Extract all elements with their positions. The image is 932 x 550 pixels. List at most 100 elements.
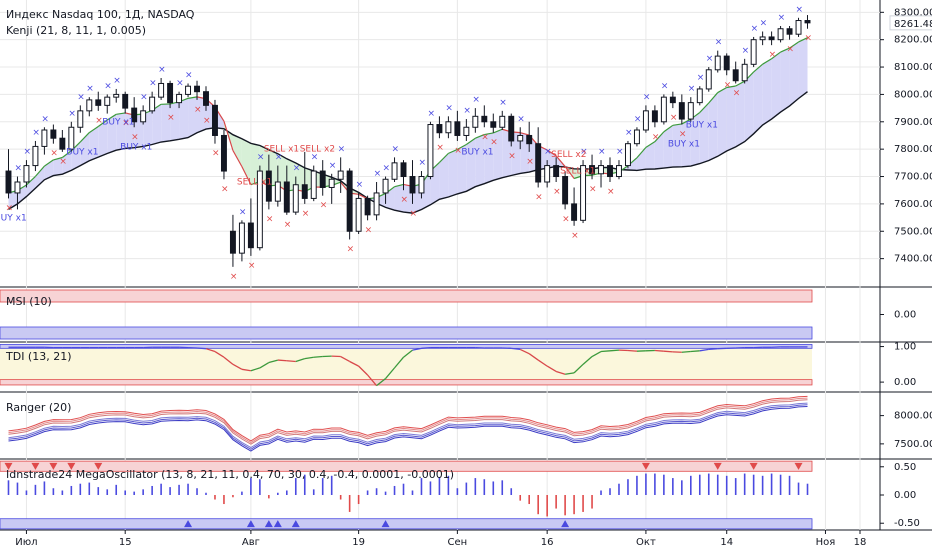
chart-title: Индекс Nasdaq 100, 1Д, NASDAQ (6, 8, 195, 21)
price-tick-label: 8200.00 (894, 35, 932, 46)
buy-cross-marker: × (104, 81, 112, 91)
candle-body (256, 170, 263, 249)
candle-body (436, 124, 443, 134)
candle-body (140, 110, 147, 123)
candle-body (95, 99, 102, 106)
tdi-line-segment (528, 353, 539, 361)
buy-triangle-signal (381, 520, 390, 528)
tdi-line-segment (663, 350, 673, 353)
sell-cross-marker: × (481, 132, 489, 142)
osc-oversold-band (0, 518, 813, 530)
candle-body (122, 93, 129, 109)
buy-cross-marker: × (688, 84, 696, 94)
price-tick-label: 7400.00 (894, 254, 932, 265)
tdi-tick-label: 1.00 (894, 342, 916, 353)
ma-cloud-segment (232, 134, 242, 167)
tdi-lower-band (0, 379, 813, 386)
buy-cross-marker: × (86, 84, 94, 94)
candle-body (499, 115, 506, 128)
sell-signal-label: SELL x1 (560, 166, 595, 176)
candle-body (418, 176, 425, 194)
candle-body (77, 110, 84, 128)
candle-body (642, 110, 649, 131)
tdi-line-segment (654, 349, 664, 352)
fast-ma-segment (708, 92, 719, 104)
tdi-line-segment (591, 350, 602, 358)
sell-cross-marker: × (50, 149, 58, 159)
msi-label[interactable]: MSI (10) (6, 295, 52, 308)
buy-cross-marker: × (463, 106, 471, 116)
buy-cross-marker: × (661, 81, 669, 91)
candle-body (337, 170, 344, 180)
fast-ma-segment (753, 63, 764, 73)
tdi-line-segment (205, 348, 216, 353)
candle-body (14, 181, 21, 194)
price-pane[interactable]: ××××××××××××××××××××××××××××××××××××××××… (0, 5, 812, 282)
sell-cross-marker: × (508, 151, 516, 161)
buy-cross-marker: × (517, 114, 525, 124)
kenji-indicator-label[interactable]: Kenji (21, 8, 11, 1, 0.005) (6, 24, 146, 37)
ranger-pane[interactable] (8, 395, 808, 452)
candle-body (382, 178, 389, 194)
fast-ma-segment (97, 119, 108, 128)
ma-cloud-segment (493, 129, 503, 181)
buy-cross-marker: × (742, 46, 750, 56)
fast-ma-segment (520, 132, 530, 136)
fast-ma-segment (438, 152, 449, 163)
fast-ma-segment (223, 120, 234, 151)
buy-cross-marker: × (239, 207, 247, 217)
ma-cloud-segment (80, 132, 90, 166)
candle-body (238, 222, 245, 254)
osc-tick-label: 0.50 (894, 462, 916, 473)
tdi-line-segment (421, 346, 431, 349)
sell-cross-marker: × (203, 116, 211, 126)
time-tick-label: 16 (541, 537, 554, 548)
buy-cross-marker: × (697, 73, 705, 83)
fast-ma-segment (493, 128, 503, 134)
price-tick-label: 7900.00 (894, 117, 932, 128)
price-tick-label: 7800.00 (894, 144, 932, 155)
ma-cloud-segment (116, 112, 126, 151)
tdi-line-segment (582, 356, 593, 365)
fast-ma-segment (106, 113, 117, 121)
candle-body (786, 28, 793, 35)
time-axis[interactable]: Июл 15 Авг 19 Сен 16 Окт 14 Ноя 18 (15, 530, 866, 548)
sell-cross-marker: × (535, 192, 543, 202)
price-tick-label: 8300.00 (894, 7, 932, 18)
fast-ma-segment (645, 141, 656, 148)
fast-ma-segment (53, 156, 63, 161)
ranger-label[interactable]: Ranger (20) (6, 401, 71, 414)
sell-cross-marker: × (724, 80, 732, 90)
buy-cross-marker: × (311, 153, 319, 163)
buy-cross-marker: × (275, 153, 283, 163)
tdi-line-segment (412, 347, 422, 351)
fast-ma-segment (457, 143, 467, 150)
candle-body (149, 96, 156, 112)
candle-body (203, 91, 209, 106)
tdi-line-segment (690, 350, 700, 353)
ma-cloud-segment (699, 102, 709, 164)
megaoscillator-label[interactable]: Idnstrade24 MegaOscillator (13, 8, 21, 1… (6, 468, 454, 481)
fast-ma-segment (466, 137, 476, 145)
ma-cloud-segment (170, 101, 180, 141)
time-tick-label: Ноя (816, 537, 836, 548)
buy-cross-marker: × (715, 38, 723, 48)
candle-body (373, 192, 380, 216)
tdi-line-segment (376, 378, 386, 387)
tdi-line-segment (519, 348, 530, 355)
price-axis[interactable]: 7400.00 7500.00 7600.00 7700.00 7800.00 7900.… (880, 7, 932, 529)
tdi-label[interactable]: TDI (13, 21) (5, 350, 72, 363)
candle-body (41, 129, 48, 147)
candle-body (553, 165, 560, 178)
oscillator-pane[interactable] (0, 460, 813, 530)
buy-cross-marker: × (796, 5, 804, 15)
sell-cross-marker: × (787, 45, 795, 55)
fast-ma-segment (546, 149, 557, 157)
ma-cloud-segment (89, 126, 99, 161)
ma-cloud-segment (645, 141, 655, 170)
candle-body (454, 121, 461, 136)
tdi-pane[interactable] (0, 344, 813, 387)
msi-pane[interactable] (0, 289, 813, 340)
candle-body (777, 28, 784, 41)
tdi-line-segment (295, 358, 305, 363)
